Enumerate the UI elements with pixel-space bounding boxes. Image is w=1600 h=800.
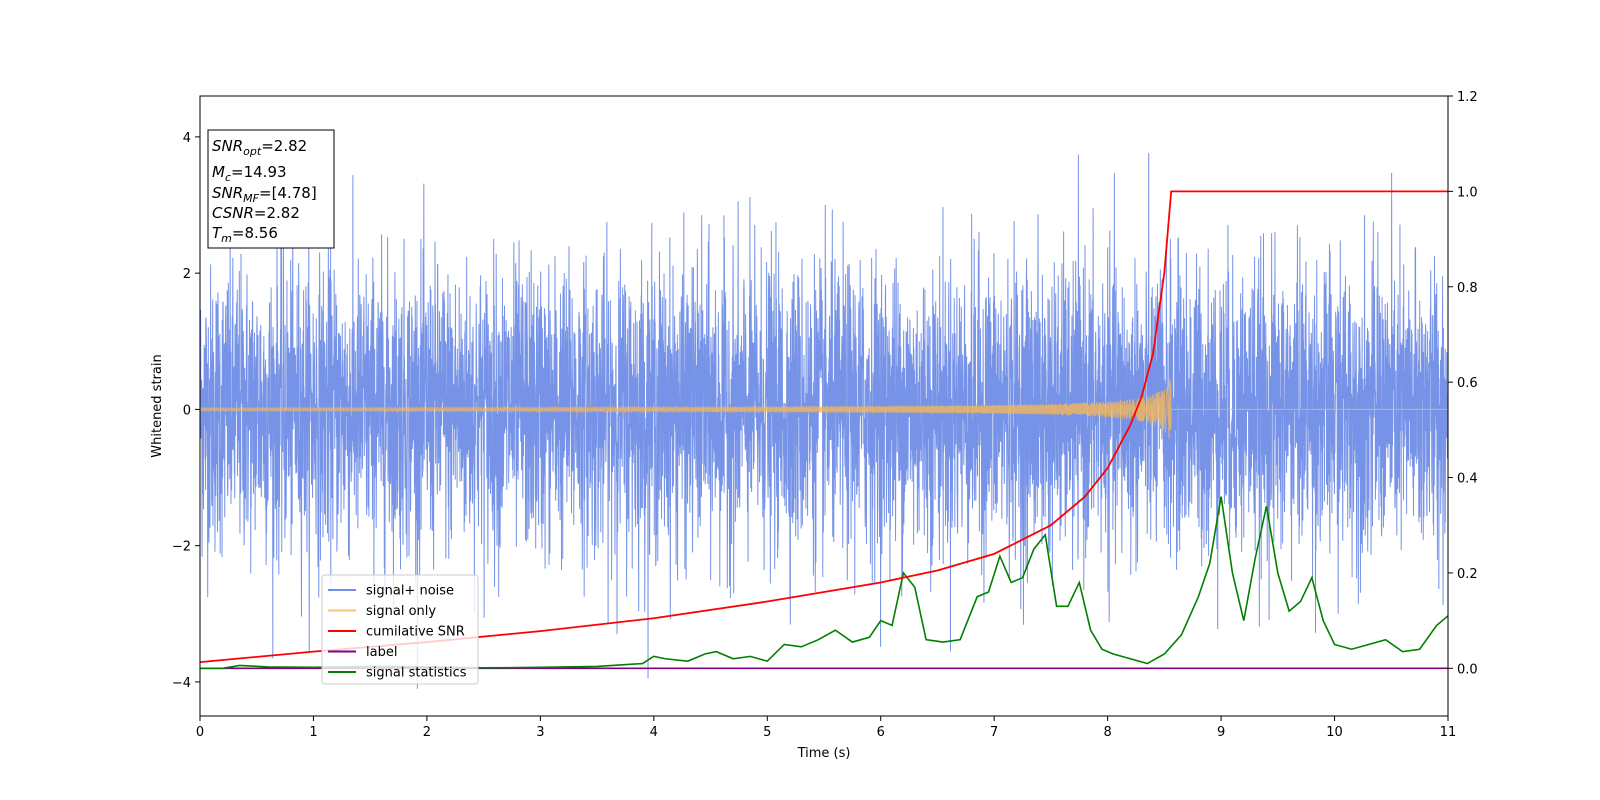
info-box-frame <box>207 129 335 249</box>
y-left-tick-label: −2 <box>172 540 191 555</box>
y-left-tick-label: 2 <box>183 267 191 282</box>
legend-entry: label <box>366 645 397 660</box>
y-axis-left-label: Whitened strain <box>150 354 165 457</box>
series-cumulative-snr <box>200 190 1448 664</box>
y-right-tick-label: 1.0 <box>1457 185 1478 200</box>
y-right-tick-label: 0.6 <box>1457 376 1478 391</box>
legend: signal+ noise signal only cumilative SNR la… <box>321 574 479 685</box>
x-tick-label: 0 <box>196 725 204 740</box>
x-axis: 0 1 2 3 4 5 6 7 8 9 10 11 <box>196 716 1456 740</box>
y-axis-right: 0.0 0.2 0.4 0.6 0.8 1.0 1.2 <box>1448 90 1478 677</box>
x-tick-label: 4 <box>650 725 658 740</box>
x-tick-label: 5 <box>763 725 771 740</box>
legend-entry: signal statistics <box>366 666 467 681</box>
x-tick-label: 10 <box>1326 725 1343 740</box>
y-right-tick-label: 0.8 <box>1457 281 1478 296</box>
y-right-tick-label: 0.4 <box>1457 472 1478 487</box>
y-axis-left: −4 −2 0 2 4 <box>172 131 200 691</box>
x-tick-label: 8 <box>1103 725 1111 740</box>
y-left-tick-label: 4 <box>183 131 191 146</box>
series-signal-statistics <box>200 496 1448 670</box>
x-tick-label: 3 <box>536 725 544 740</box>
legend-entry: signal+ noise <box>366 584 454 599</box>
legend-frame <box>321 574 479 685</box>
y-left-tick-label: −4 <box>172 676 191 691</box>
info-snr-mf: SNRMF=[4.78] <box>212 184 317 205</box>
y-right-tick-label: 1.2 <box>1457 90 1478 105</box>
info-box: SNRopt=2.82 Mc=14.93 SNRMF=[4.78] CSNR=2… <box>207 129 335 249</box>
info-mc: Mc=14.93 <box>212 163 287 184</box>
x-tick-label: 1 <box>309 725 317 740</box>
series-signal-only <box>200 379 1448 439</box>
x-axis-label: Time (s) <box>797 746 851 761</box>
y-right-tick-label: 0.2 <box>1457 567 1478 582</box>
info-tm: Tm=8.56 <box>212 224 278 245</box>
y-right-tick-label: 0.0 <box>1457 662 1478 677</box>
legend-entry: cumilative SNR <box>366 625 465 640</box>
series-signal-plus-noise <box>200 153 1448 689</box>
x-tick-label: 11 <box>1440 725 1457 740</box>
x-tick-label: 9 <box>1217 725 1225 740</box>
y-left-tick-label: 0 <box>183 403 191 418</box>
legend-entry: signal only <box>366 604 436 619</box>
x-tick-label: 6 <box>877 725 885 740</box>
x-tick-label: 7 <box>990 725 998 740</box>
plot-frame <box>199 95 1449 717</box>
info-csnr: CSNR=2.82 <box>212 204 300 222</box>
x-tick-label: 2 <box>423 725 431 740</box>
info-snr-opt: SNRopt=2.82 <box>212 137 307 158</box>
